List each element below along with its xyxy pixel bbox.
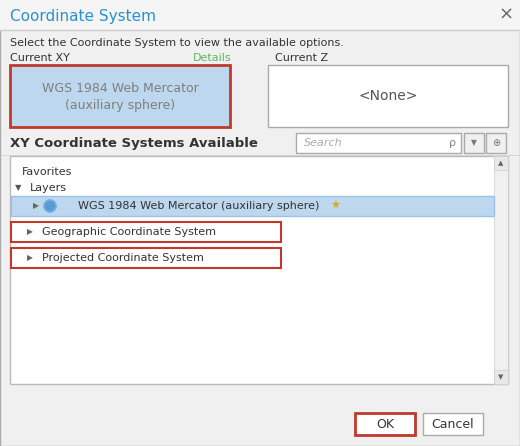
Text: Current Z: Current Z — [275, 53, 328, 63]
Bar — [10, 156, 508, 384]
Text: ▶: ▶ — [27, 227, 33, 236]
Bar — [494, 370, 508, 384]
Text: Search: Search — [304, 138, 343, 148]
Text: Projected Coordinate System: Projected Coordinate System — [42, 253, 204, 263]
Text: WGS 1984 Web Mercator (auxiliary sphere): WGS 1984 Web Mercator (auxiliary sphere) — [78, 201, 319, 211]
Text: Details: Details — [193, 53, 231, 63]
Text: ⊕: ⊕ — [492, 138, 500, 148]
Bar — [11, 196, 494, 216]
Text: Select the Coordinate System to view the available options.: Select the Coordinate System to view the… — [10, 38, 344, 48]
Text: ▼: ▼ — [471, 139, 477, 148]
Bar — [268, 65, 508, 127]
Bar — [486, 133, 506, 153]
Text: ▼: ▼ — [15, 183, 21, 193]
Text: ρ: ρ — [449, 138, 457, 148]
Text: Favorites: Favorites — [22, 167, 72, 177]
Bar — [355, 413, 415, 435]
Bar — [423, 413, 483, 435]
Circle shape — [44, 200, 56, 212]
Text: ★: ★ — [330, 201, 340, 211]
Text: ▲: ▲ — [498, 160, 504, 166]
Bar — [494, 156, 508, 170]
Bar — [10, 65, 230, 127]
Bar — [11, 248, 281, 268]
Bar — [11, 222, 281, 242]
Text: ▶: ▶ — [33, 202, 39, 211]
Bar — [494, 156, 508, 384]
Text: Layers: Layers — [30, 183, 67, 193]
Text: ▼: ▼ — [498, 374, 504, 380]
Text: WGS 1984 Web Mercator: WGS 1984 Web Mercator — [42, 83, 198, 95]
Text: Current XY: Current XY — [10, 53, 70, 63]
Text: ▶: ▶ — [27, 253, 33, 263]
Text: <None>: <None> — [358, 89, 418, 103]
Text: Cancel: Cancel — [432, 417, 474, 430]
Text: ×: × — [499, 6, 514, 24]
Text: XY Coordinate Systems Available: XY Coordinate Systems Available — [10, 136, 258, 149]
Text: Geographic Coordinate System: Geographic Coordinate System — [42, 227, 216, 237]
Bar — [464, 133, 484, 153]
Bar — [0, 0, 520, 30]
Text: Coordinate System: Coordinate System — [10, 8, 156, 24]
Text: (auxiliary sphere): (auxiliary sphere) — [65, 99, 175, 112]
Text: OK: OK — [376, 417, 394, 430]
Bar — [296, 133, 461, 153]
